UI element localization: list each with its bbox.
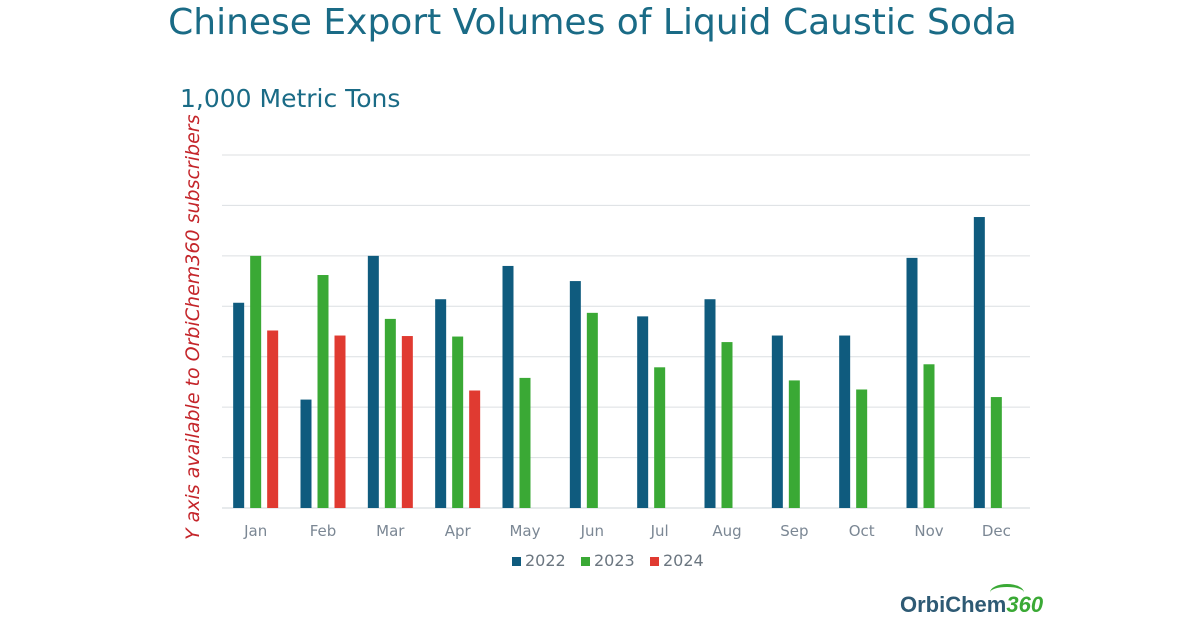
x-tick-may: May bbox=[509, 522, 540, 540]
bar-2023-jun bbox=[586, 312, 598, 508]
logo-arc bbox=[990, 584, 1024, 601]
bar-2023-dec bbox=[990, 397, 1002, 508]
bar-2024-apr bbox=[469, 390, 481, 508]
legend-label-2024: 2024 bbox=[663, 551, 704, 570]
bar-2022-jul bbox=[637, 316, 649, 508]
chart-title: Chinese Export Volumes of Liquid Caustic… bbox=[168, 2, 1017, 43]
bar-2022-apr bbox=[435, 299, 447, 508]
bar-2023-jan bbox=[250, 255, 262, 508]
gridlines bbox=[222, 154, 1030, 509]
bar-2024-mar bbox=[401, 336, 413, 508]
bar-2022-jan bbox=[233, 302, 245, 508]
x-tick-mar: Mar bbox=[376, 522, 405, 540]
bar-2023-sep bbox=[788, 380, 800, 508]
bar-2023-feb bbox=[317, 275, 329, 508]
bars bbox=[233, 217, 1002, 508]
x-tick-feb: Feb bbox=[310, 522, 337, 540]
x-tick-jun: Jun bbox=[580, 522, 604, 540]
bar-2023-apr bbox=[452, 336, 464, 508]
x-tick-aug: Aug bbox=[712, 522, 741, 540]
bar-2023-aug bbox=[721, 342, 733, 508]
bar-2022-dec bbox=[973, 217, 985, 508]
bar-2022-nov bbox=[906, 257, 918, 508]
x-tick-oct: Oct bbox=[849, 522, 875, 540]
legend-swatch-2023 bbox=[581, 557, 590, 566]
bar-2022-sep bbox=[771, 335, 783, 508]
bar-2024-jan bbox=[267, 330, 279, 508]
bar-2023-jul bbox=[654, 367, 666, 508]
orbichem360-logo: OrbiChem360 bbox=[900, 584, 1043, 618]
bar-2022-aug bbox=[704, 299, 716, 508]
x-tick-jul: Jul bbox=[650, 522, 669, 540]
x-tick-apr: Apr bbox=[445, 522, 472, 540]
logo-text: OrbiChem bbox=[900, 592, 1007, 617]
bar-2022-may bbox=[502, 265, 514, 508]
bar-2023-nov bbox=[923, 364, 935, 508]
bar-2023-mar bbox=[384, 318, 396, 508]
legend-swatch-2022 bbox=[512, 557, 521, 566]
bar-2022-oct bbox=[839, 335, 851, 508]
bar-2024-feb bbox=[334, 335, 346, 508]
legend: 2022 2023 2024 bbox=[512, 551, 704, 570]
bar-2022-feb bbox=[300, 399, 312, 508]
chart-subtitle: 1,000 Metric Tons bbox=[180, 84, 401, 113]
bar-2023-may bbox=[519, 377, 531, 508]
bar-2022-mar bbox=[367, 255, 379, 508]
x-tick-nov: Nov bbox=[914, 522, 943, 540]
legend-swatch-2024 bbox=[650, 557, 659, 566]
legend-label-2023: 2023 bbox=[594, 551, 635, 570]
x-tick-sep: Sep bbox=[780, 522, 808, 540]
legend-label-2022: 2022 bbox=[525, 551, 566, 570]
bar-2023-oct bbox=[856, 389, 868, 508]
x-tick-dec: Dec bbox=[982, 522, 1011, 540]
x-tick-labels: Jan Feb Mar Apr May Jun Jul Aug Sep Oct Nov Dec bbox=[243, 522, 1011, 540]
bar-2022-jun bbox=[569, 281, 581, 508]
x-tick-jan: Jan bbox=[243, 522, 267, 540]
